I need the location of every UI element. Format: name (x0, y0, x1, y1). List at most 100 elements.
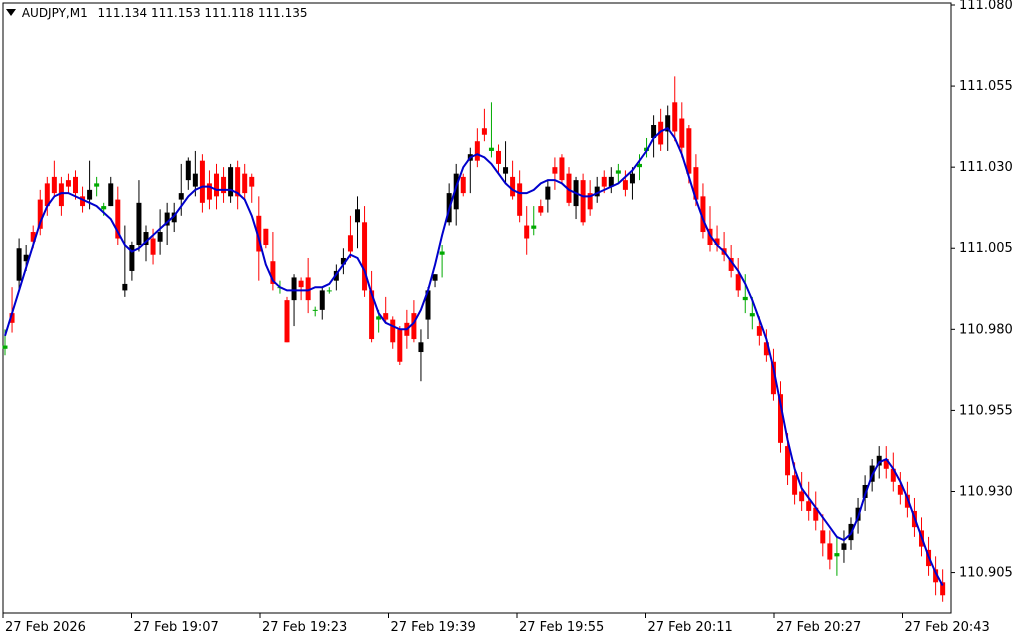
candle-body (326, 290, 332, 292)
candle-body (545, 186, 551, 200)
candle (770, 348, 776, 401)
candle-body (834, 553, 840, 557)
price-axis[interactable]: 111.080 111.055 111.030 111.005 110.980 110.9… (951, 0, 1013, 581)
candle (122, 225, 128, 297)
candle-body (65, 180, 71, 187)
candle (460, 173, 466, 197)
x-tick-label: 27 Feb 19:39 (391, 620, 476, 635)
candle-body (806, 501, 812, 511)
candle-body (44, 183, 50, 207)
candle-body (637, 163, 642, 168)
candle (559, 154, 565, 184)
candle (622, 170, 628, 197)
candle-body (496, 150, 501, 164)
candle (425, 287, 431, 340)
candle-body (199, 160, 205, 203)
candle (439, 245, 445, 278)
candle-body (714, 238, 720, 245)
candle (672, 76, 678, 142)
candle (453, 163, 459, 226)
candle-body (150, 238, 156, 255)
candle (735, 257, 741, 297)
candle-body (2, 345, 8, 349)
candle (778, 381, 783, 453)
candle (397, 326, 403, 365)
candle-body (827, 543, 833, 560)
candle-body (411, 313, 417, 340)
candle (897, 472, 903, 505)
candle-body (30, 232, 36, 242)
candle-body (340, 257, 346, 265)
candle (312, 306, 318, 317)
candle (933, 556, 939, 596)
candle-body (580, 180, 586, 223)
candle (637, 154, 642, 181)
y-tick-label: 111.030 (959, 160, 1013, 175)
candle-body (122, 283, 128, 291)
candle (305, 257, 311, 314)
candle-body (531, 225, 537, 229)
candle (129, 241, 135, 281)
candle (580, 173, 586, 226)
candle (221, 167, 227, 203)
candle-body (615, 170, 621, 174)
x-tick-label: 27 Feb 19:55 (519, 620, 604, 635)
candle (594, 176, 600, 203)
candle-body (629, 173, 635, 184)
candle (714, 225, 720, 252)
candle (44, 176, 50, 216)
y-tick-label: 110.930 (959, 484, 1013, 499)
candle-body (9, 313, 15, 323)
candle-body (178, 193, 184, 200)
y-tick-label: 110.955 (959, 403, 1013, 418)
candle-body (101, 206, 107, 210)
candle-body (594, 186, 600, 197)
candle-body (488, 147, 494, 151)
candle-body (418, 342, 424, 353)
time-axis[interactable]: 27 Feb 2026 27 Feb 19:07 27 Feb 19:23 27 Fe… (2, 613, 990, 635)
candle-body (474, 141, 480, 161)
candle-body (778, 394, 783, 443)
candle (9, 287, 15, 333)
candle (94, 176, 100, 197)
candle-body (228, 167, 234, 197)
candle (552, 157, 558, 190)
candle-body (820, 530, 826, 544)
candle (587, 180, 593, 216)
candle-body (566, 173, 572, 203)
y-tick-label: 110.905 (959, 566, 1013, 581)
candle (488, 102, 494, 158)
candle-body (143, 232, 149, 245)
candle-body (651, 125, 657, 138)
candle-body (503, 167, 509, 174)
x-tick-label: 27 Feb 20:11 (648, 620, 733, 635)
candle (37, 189, 43, 236)
candle-body (460, 176, 466, 194)
candle-body (883, 459, 889, 469)
candle-body (940, 582, 946, 596)
candle-body (192, 173, 198, 187)
candle (73, 170, 78, 200)
x-tick-label: 27 Feb 2026 (5, 620, 86, 635)
candle-body (517, 183, 523, 216)
dropdown-triangle-icon[interactable] (6, 9, 16, 16)
candle (827, 530, 833, 570)
candle (298, 277, 304, 301)
candle-body (510, 176, 516, 197)
candle-body (742, 296, 748, 301)
symbol-label: AUDJPY,M1 (21, 6, 88, 20)
candle-body (799, 491, 805, 502)
chart-header: AUDJPY,M1 111.134 111.153 111.118 111.13… (6, 6, 307, 20)
candle (418, 329, 424, 382)
candle-body (601, 176, 607, 187)
candle-body (221, 176, 227, 194)
candle (284, 296, 290, 343)
candle-body (115, 199, 121, 239)
candle-body (94, 183, 100, 187)
candle-body (270, 261, 276, 284)
candle (185, 157, 191, 190)
candle-body (897, 485, 903, 495)
candle (347, 215, 353, 258)
